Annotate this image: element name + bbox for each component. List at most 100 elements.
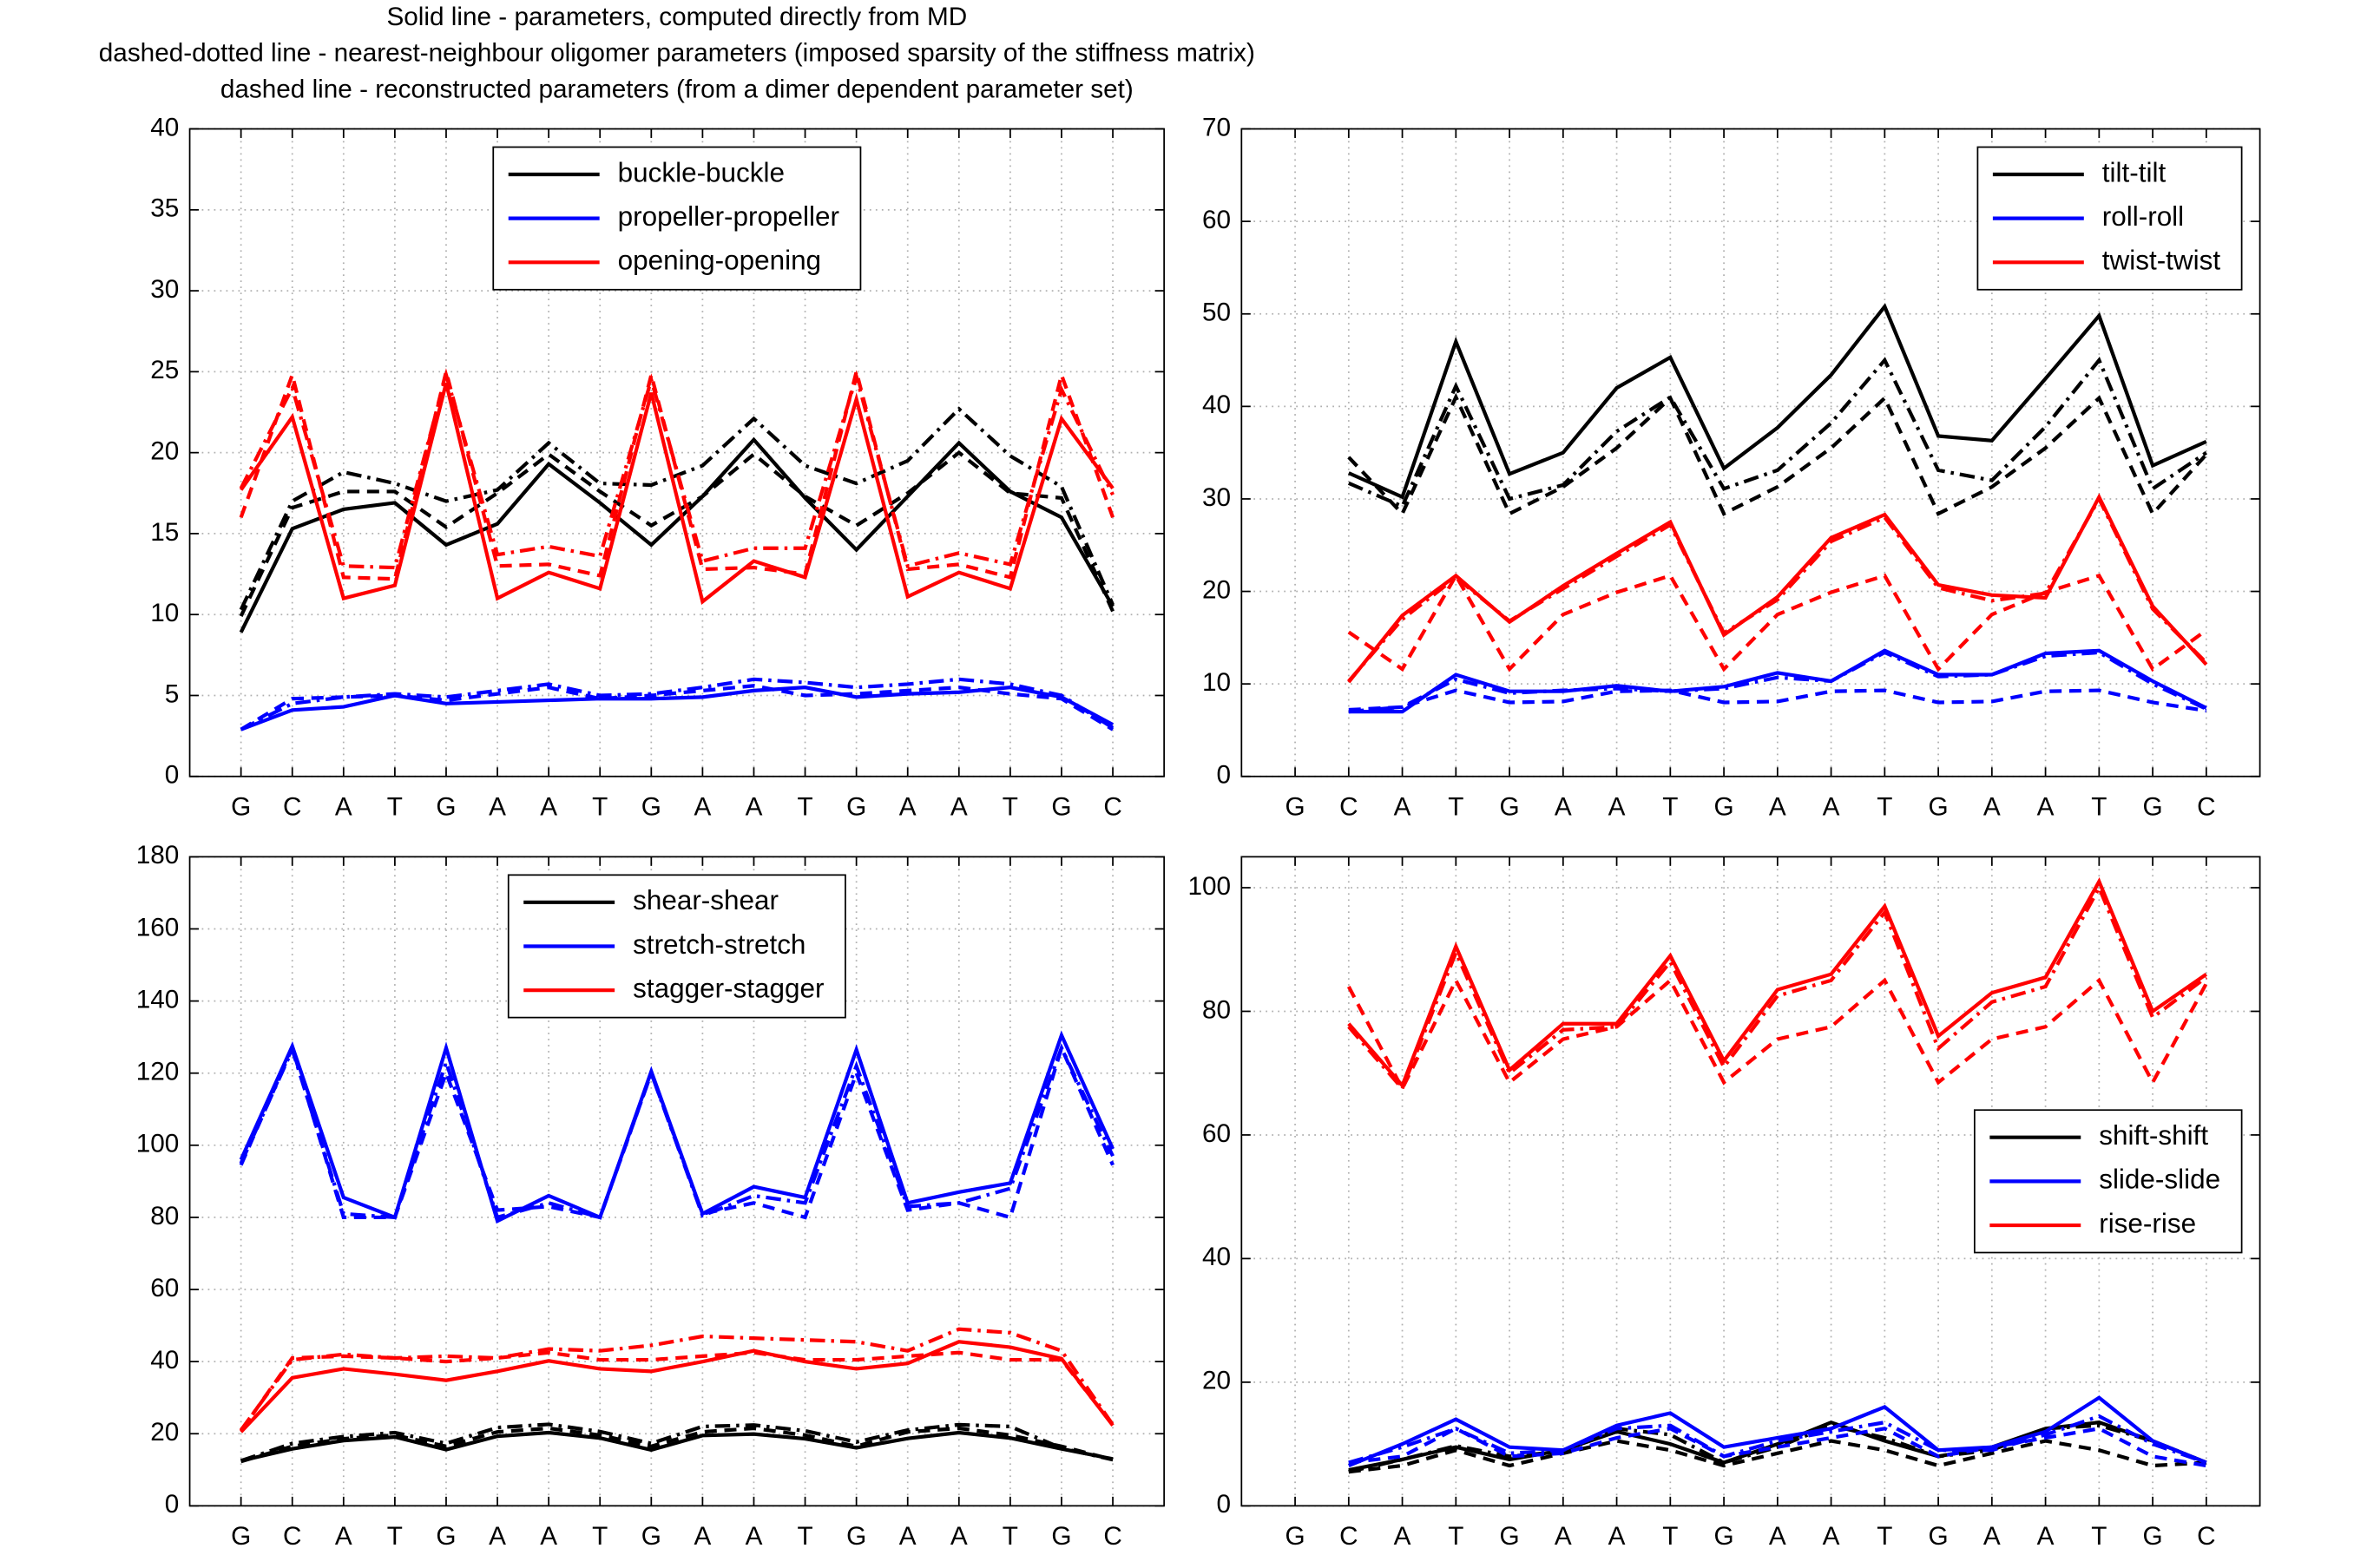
x-tick-label: T [797, 792, 812, 821]
series-line [239, 367, 1115, 581]
x-tick-label: T [2091, 1522, 2107, 1551]
axes-frame [1240, 128, 2261, 777]
x-tick-label: A [489, 1522, 506, 1551]
x-tick-label: T [592, 792, 608, 821]
y-tick-label: 80 [150, 1202, 179, 1230]
x-tick-label: G [1929, 792, 1949, 821]
series-line [1347, 356, 2208, 509]
x-tick-label: G [846, 792, 866, 821]
legend-label: slide-slide [2099, 1165, 2220, 1195]
x-tick-label: G [2143, 792, 2163, 821]
y-tick-label: 0 [165, 1490, 180, 1519]
x-tick-label: A [2037, 1522, 2055, 1551]
legend-label: stagger-stagger [633, 973, 824, 1003]
legend: shift-shift slide-slide rise-rise [1973, 1109, 2243, 1254]
x-tick-label: A [1769, 1522, 1786, 1551]
x-tick-label: A [694, 1522, 711, 1551]
x-tick-label: T [1877, 792, 1892, 821]
legend-label: twist-twist [2102, 246, 2221, 276]
x-tick-label: A [540, 1522, 557, 1551]
series-line [1347, 572, 2208, 672]
y-tick-label: 35 [150, 194, 179, 223]
axes: 0 20 40 60 80 100 120 140 160 180 G C A T G A A T G A A T G A A T… [136, 841, 1166, 1551]
legend-label: roll-roll [2102, 201, 2184, 232]
x-tick-label: T [1003, 1522, 1018, 1551]
x-tick-label: C [1103, 792, 1121, 821]
x-tick-label: T [592, 1522, 608, 1551]
x-tick-label: A [1555, 792, 1572, 821]
x-tick-label: G [641, 1522, 661, 1551]
axes: 0 20 40 60 80 100 G C A T G A A T G A A T G A A T G Cshift-shif… [1187, 856, 2261, 1551]
series-line [1346, 976, 2208, 1093]
series-line [239, 1042, 1115, 1220]
x-tick-label: T [2091, 792, 2107, 821]
x-tick-label: C [2197, 792, 2215, 821]
legend-label: buckle-buckle [618, 157, 785, 187]
legend: tilt-tilt roll-roll twist-twist [1976, 146, 2243, 291]
x-tick-label: G [2143, 1522, 2163, 1551]
legend-box [1976, 146, 2243, 291]
series-line [1347, 392, 2208, 517]
figure-title: dashed-dotted line - nearest-neighbour o… [99, 39, 1255, 68]
x-tick-label: C [1339, 792, 1358, 821]
axes-frame [188, 856, 1166, 1507]
x-tick-label: G [1285, 1522, 1305, 1551]
y-tick-label: 180 [136, 841, 180, 869]
series-line [240, 684, 1115, 732]
series-line [239, 1327, 1115, 1432]
x-tick-label: A [1394, 1522, 1411, 1551]
y-tick-label: 10 [150, 599, 179, 627]
x-tick-label: A [1769, 792, 1786, 821]
x-tick-label: A [950, 1522, 968, 1551]
x-tick-label: T [1448, 792, 1463, 821]
series-line [1348, 1423, 2207, 1474]
x-tick-label: C [283, 1522, 301, 1551]
y-tick-label: 30 [1202, 483, 1231, 512]
x-tick-label: C [1339, 1522, 1358, 1551]
series-line [1347, 883, 2208, 1092]
series-line [1348, 688, 2207, 713]
y-tick-label: 140 [136, 985, 180, 1014]
y-tick-label: 20 [1202, 1367, 1231, 1395]
x-tick-label: T [797, 1522, 812, 1551]
x-tick-label: A [2037, 792, 2055, 821]
series-line [1348, 650, 2207, 714]
series-line [240, 677, 1115, 732]
y-tick-label: 160 [136, 913, 180, 941]
legend: shear-shear stretch-stretch stagger-stagge… [507, 874, 846, 1019]
x-tick-label: G [1051, 792, 1071, 821]
series-line [1348, 648, 2207, 714]
y-tick-label: 30 [150, 275, 179, 304]
axes: 0 5 10 15 20 25 30 35 40 G C A T G A A T G A A T G A A T G Cbuckle… [150, 113, 1166, 821]
figure-title: Solid line - parameters, computed direct… [386, 3, 967, 31]
series-line [1348, 1420, 2207, 1473]
series-line [240, 686, 1115, 732]
x-tick-label: G [1500, 1522, 1520, 1551]
x-tick-label: G [436, 792, 456, 821]
x-tick-label: A [899, 1522, 917, 1551]
series-line [239, 382, 1115, 605]
x-tick-label: G [436, 1522, 456, 1551]
y-tick-label: 70 [1202, 113, 1231, 141]
x-tick-label: A [1983, 1522, 2001, 1551]
axes-frame [1240, 856, 2261, 1507]
axes: 0 10 20 30 40 50 60 70 G C A T G A A T G A A T G A A T G Ctilt-ti… [1202, 113, 2261, 821]
y-tick-label: 100 [136, 1130, 180, 1158]
series-line [240, 1422, 1114, 1463]
y-tick-label: 25 [150, 356, 179, 384]
series-line [240, 1340, 1115, 1434]
x-tick-label: A [489, 792, 506, 821]
x-tick-label: G [1929, 1522, 1949, 1551]
legend-label: shear-shear [633, 885, 779, 915]
x-tick-label: G [1500, 792, 1520, 821]
y-tick-label: 40 [150, 113, 179, 141]
x-tick-label: T [1662, 792, 1678, 821]
series-line [240, 1426, 1114, 1464]
y-tick-label: 40 [1202, 1243, 1231, 1271]
x-tick-label: A [1394, 792, 1411, 821]
y-tick-label: 40 [150, 1346, 179, 1374]
x-tick-label: G [1714, 1522, 1734, 1551]
x-tick-label: A [746, 1522, 763, 1551]
series-line [1348, 1395, 2207, 1467]
